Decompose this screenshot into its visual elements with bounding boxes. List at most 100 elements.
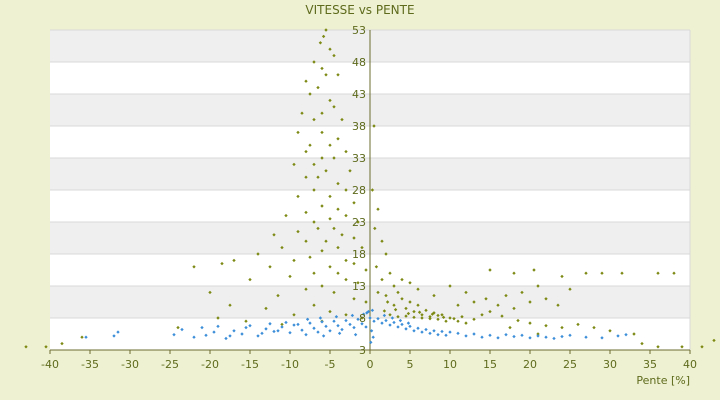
data-point <box>340 233 344 237</box>
data-point <box>352 297 356 301</box>
data-point <box>272 233 276 237</box>
data-point <box>388 313 392 317</box>
data-point <box>332 156 336 160</box>
data-point <box>288 274 292 279</box>
data-point <box>576 322 580 327</box>
data-point <box>328 309 332 314</box>
data-point <box>176 325 180 330</box>
data-point <box>544 323 548 328</box>
data-point <box>312 60 316 64</box>
y-tick-label: 23 <box>352 216 366 229</box>
data-point <box>568 333 572 337</box>
data-point <box>584 335 588 339</box>
data-point <box>420 313 424 317</box>
data-point <box>584 271 588 275</box>
data-point <box>264 327 268 331</box>
data-point <box>332 319 336 323</box>
data-point <box>532 268 536 272</box>
data-point <box>400 277 404 282</box>
data-point <box>220 261 224 266</box>
data-point <box>360 245 364 250</box>
x-tick-label: -25 <box>161 358 179 371</box>
data-point <box>424 327 428 332</box>
x-tick-label: 5 <box>407 358 414 371</box>
data-point <box>436 313 440 318</box>
data-point <box>600 271 604 275</box>
y-tick-label: 43 <box>352 88 366 101</box>
data-point <box>332 53 336 58</box>
data-point <box>208 290 212 295</box>
data-point <box>324 324 328 329</box>
data-point <box>116 330 120 334</box>
data-point <box>328 265 332 269</box>
data-point <box>464 290 468 295</box>
data-point <box>428 331 432 336</box>
data-point <box>24 345 28 349</box>
data-point <box>212 330 216 334</box>
data-point <box>472 300 476 304</box>
data-point <box>520 290 524 295</box>
data-point <box>244 319 248 323</box>
data-point <box>316 330 320 334</box>
data-point <box>320 111 324 115</box>
data-point <box>192 265 196 269</box>
x-tick-labels: -40 -35 -30 -25 -20 -15 -10 -5 0 5 10 15 20 25 30 35 40 <box>41 358 697 371</box>
data-point <box>320 130 324 135</box>
data-point <box>404 314 408 318</box>
x-tick-label: -30 <box>121 358 139 371</box>
data-point <box>232 329 236 333</box>
data-point <box>296 322 300 327</box>
data-point <box>400 297 404 301</box>
x-tick-label: 30 <box>603 358 617 371</box>
data-point <box>380 277 384 282</box>
data-point <box>544 297 548 301</box>
data-point <box>348 169 352 173</box>
data-point <box>256 252 260 256</box>
data-point <box>456 303 460 307</box>
data-point <box>308 321 312 325</box>
data-point <box>244 325 248 330</box>
x-axis-label: Pente [%] <box>636 374 690 387</box>
data-point <box>656 271 660 275</box>
data-point <box>624 332 628 337</box>
data-point <box>300 328 304 332</box>
data-point <box>472 317 476 321</box>
data-point <box>312 303 316 307</box>
data-point <box>504 332 508 337</box>
data-point <box>568 287 572 291</box>
data-point <box>428 316 432 321</box>
data-point <box>656 345 660 349</box>
data-point <box>404 306 408 311</box>
data-point <box>328 98 332 103</box>
data-point <box>440 313 444 317</box>
data-point <box>60 341 64 346</box>
data-point <box>536 332 540 336</box>
data-point <box>400 322 404 327</box>
data-point <box>44 345 48 349</box>
data-point <box>356 281 360 285</box>
data-point <box>460 315 464 319</box>
data-point <box>248 323 252 328</box>
data-point <box>384 318 388 323</box>
data-point <box>700 345 704 349</box>
data-point <box>316 85 320 90</box>
data-point <box>372 319 376 323</box>
data-point <box>560 274 564 279</box>
data-point <box>260 331 264 336</box>
chart-title: VITESSE vs PENTE <box>305 3 414 17</box>
data-point <box>344 188 348 192</box>
data-point <box>376 207 380 211</box>
x-tick-label: -15 <box>241 358 259 371</box>
y-tick-label: 13 <box>352 280 366 293</box>
data-point <box>616 334 620 338</box>
data-point <box>560 325 564 330</box>
data-point <box>284 213 288 218</box>
data-point <box>224 336 228 341</box>
data-point <box>480 335 484 339</box>
data-point <box>488 333 492 337</box>
data-point <box>320 204 324 208</box>
data-point <box>448 330 452 334</box>
data-point <box>308 143 312 147</box>
data-point <box>180 327 184 332</box>
